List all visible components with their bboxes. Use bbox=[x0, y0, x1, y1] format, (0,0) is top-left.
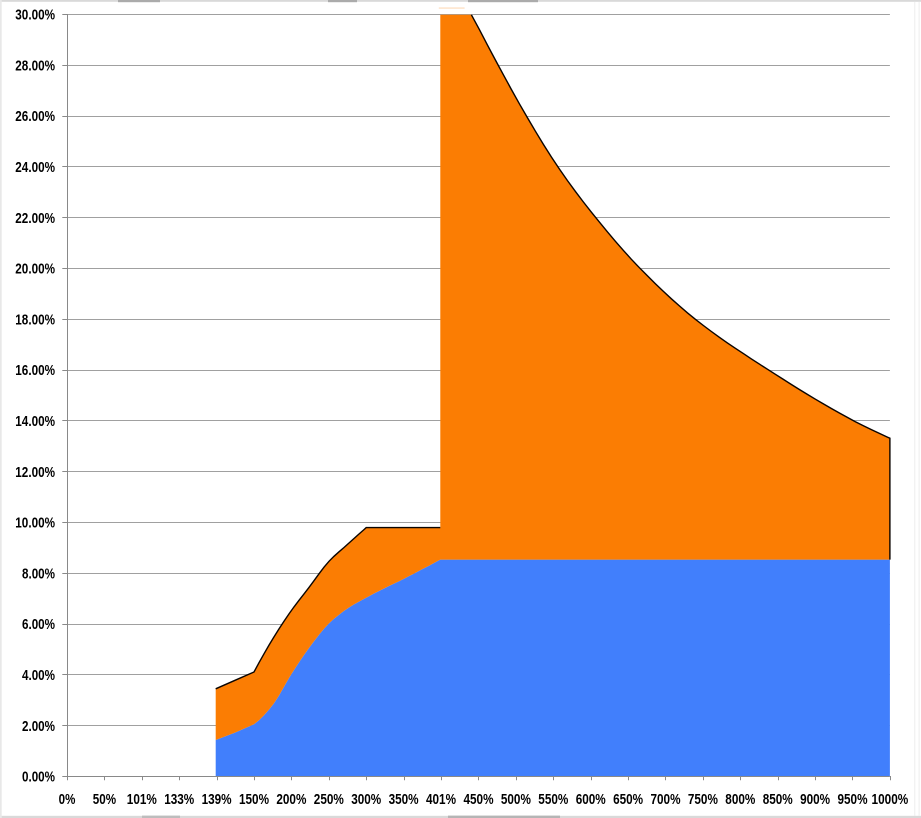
svg-text:850%: 850% bbox=[763, 792, 793, 808]
svg-text:26.00%: 26.00% bbox=[15, 109, 55, 125]
svg-text:0.00%: 0.00% bbox=[22, 770, 55, 786]
svg-text:22.00%: 22.00% bbox=[15, 211, 55, 227]
svg-text:50%: 50% bbox=[93, 792, 117, 808]
svg-text:300%: 300% bbox=[351, 792, 381, 808]
svg-text:10.00%: 10.00% bbox=[15, 516, 55, 532]
svg-text:4.00%: 4.00% bbox=[22, 668, 55, 684]
svg-text:133%: 133% bbox=[164, 792, 194, 808]
svg-text:150%: 150% bbox=[239, 792, 269, 808]
svg-text:550%: 550% bbox=[538, 792, 568, 808]
svg-text:18.00%: 18.00% bbox=[15, 312, 55, 328]
svg-text:350%: 350% bbox=[389, 792, 419, 808]
svg-text:500%: 500% bbox=[501, 792, 531, 808]
svg-text:2.00%: 2.00% bbox=[22, 719, 55, 735]
svg-text:650%: 650% bbox=[613, 792, 643, 808]
svg-text:101%: 101% bbox=[127, 792, 157, 808]
svg-text:28.00%: 28.00% bbox=[15, 58, 55, 74]
svg-text:250%: 250% bbox=[314, 792, 344, 808]
svg-text:30.00%: 30.00% bbox=[15, 8, 55, 24]
svg-text:6.00%: 6.00% bbox=[22, 617, 55, 633]
svg-text:1000%: 1000% bbox=[872, 792, 909, 808]
svg-text:600%: 600% bbox=[576, 792, 606, 808]
svg-text:8.00%: 8.00% bbox=[22, 566, 55, 582]
svg-text:0%: 0% bbox=[59, 792, 76, 808]
svg-text:700%: 700% bbox=[651, 792, 681, 808]
svg-text:12.00%: 12.00% bbox=[15, 465, 55, 481]
svg-text:16.00%: 16.00% bbox=[15, 363, 55, 379]
svg-text:950%: 950% bbox=[838, 792, 868, 808]
svg-text:450%: 450% bbox=[464, 792, 494, 808]
svg-text:20.00%: 20.00% bbox=[15, 262, 55, 278]
svg-text:24.00%: 24.00% bbox=[15, 160, 55, 176]
svg-text:800%: 800% bbox=[725, 792, 755, 808]
svg-text:750%: 750% bbox=[688, 792, 718, 808]
svg-text:14.00%: 14.00% bbox=[15, 414, 55, 430]
svg-text:200%: 200% bbox=[276, 792, 306, 808]
svg-text:900%: 900% bbox=[800, 792, 830, 808]
svg-text:401%: 401% bbox=[426, 792, 456, 808]
svg-text:139%: 139% bbox=[202, 792, 232, 808]
